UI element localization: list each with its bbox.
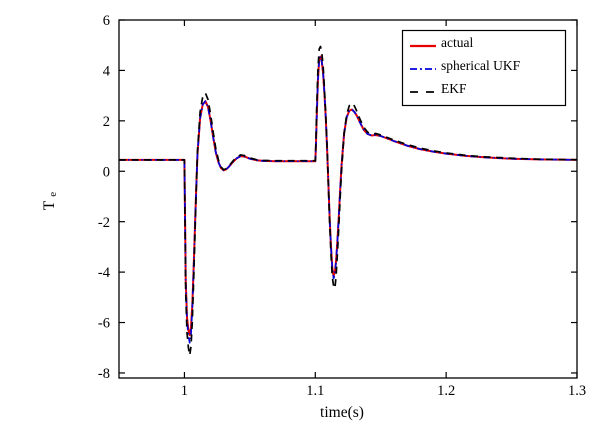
legend-entry-spherical-ukf: spherical UKF bbox=[410, 58, 521, 73]
legend-entry-actual: actual bbox=[410, 35, 473, 50]
legend-box bbox=[401, 29, 567, 107]
x-tick-label: 1.1 bbox=[306, 383, 324, 399]
legend: actual spherical UKF EKF bbox=[401, 29, 567, 107]
series-line-ekf bbox=[119, 45, 577, 357]
y-axis-label-subscript: e bbox=[46, 191, 59, 197]
x-tick-label: 1 bbox=[181, 383, 188, 399]
x-axis-label: time(s) bbox=[320, 404, 364, 421]
y-tick-label: -4 bbox=[98, 265, 111, 281]
y-tick-label: 0 bbox=[103, 164, 110, 180]
y-tick-label: 2 bbox=[103, 114, 110, 130]
y-axis-label-main: T bbox=[41, 200, 58, 211]
y-tick-label: 6 bbox=[103, 13, 110, 29]
y-tick-label: -8 bbox=[98, 366, 110, 382]
y-tick-label: -6 bbox=[98, 316, 110, 332]
legend-label: spherical UKF bbox=[441, 58, 521, 73]
legend-label: EKF bbox=[441, 81, 467, 96]
series-line-spherical-ukf bbox=[119, 55, 577, 344]
x-tick-label: 1.2 bbox=[437, 383, 455, 399]
y-tick-label: 4 bbox=[103, 63, 111, 79]
legend-label: actual bbox=[441, 35, 473, 50]
axes-box bbox=[118, 19, 578, 379]
legend-entry-ekf: EKF bbox=[410, 81, 467, 96]
y-tick-label: -2 bbox=[98, 215, 110, 231]
x-tick-label: 1.3 bbox=[568, 383, 586, 399]
